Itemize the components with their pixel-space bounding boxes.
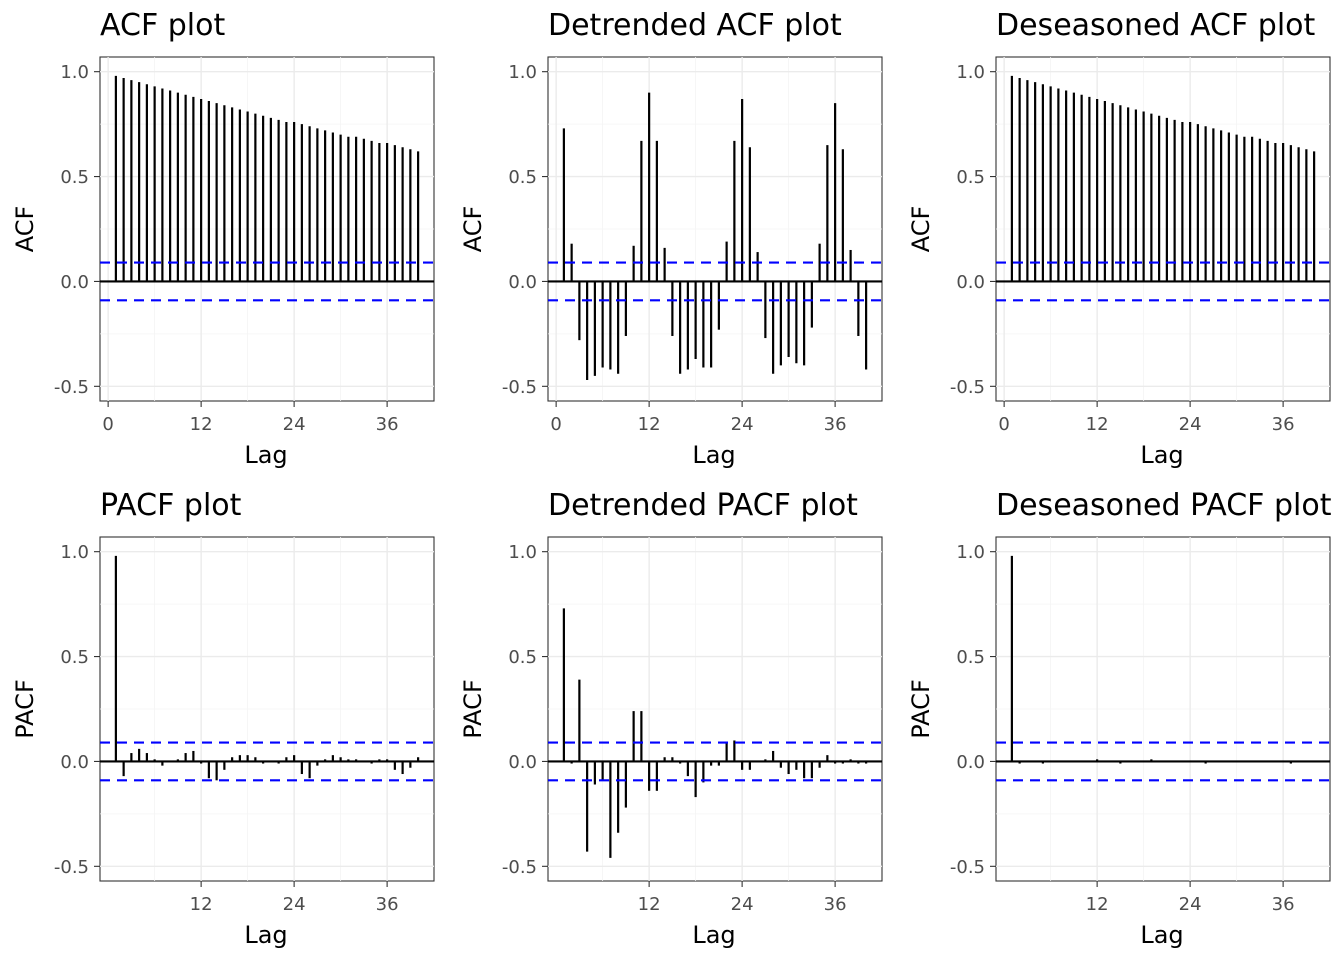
x-tick-label: 12 xyxy=(638,414,661,435)
y-tick-label: 0.0 xyxy=(60,272,89,293)
x-tick-label: 12 xyxy=(190,894,213,915)
y-tick-label: 1.0 xyxy=(508,542,537,563)
x-tick-label: 36 xyxy=(824,414,847,435)
panel-title: PACF plot xyxy=(100,488,242,523)
x-tick-label: 12 xyxy=(1086,414,1109,435)
y-tick-label: -0.5 xyxy=(54,857,89,878)
y-axis-title: ACF xyxy=(907,206,935,253)
x-tick-label: 36 xyxy=(824,894,847,915)
y-tick-label: 1.0 xyxy=(956,62,985,83)
panel-title: Deseasoned ACF plot xyxy=(996,8,1316,43)
x-tick-label: 36 xyxy=(1272,894,1295,915)
y-tick-label: -0.5 xyxy=(950,377,985,398)
x-tick-label: 24 xyxy=(1179,894,1202,915)
x-tick-label: 0 xyxy=(998,414,1009,435)
y-axis-title: ACF xyxy=(11,206,39,253)
y-axis-title: PACF xyxy=(907,679,935,739)
x-axis-title: Lag xyxy=(244,441,287,469)
panel-title: Detrended ACF plot xyxy=(548,8,842,43)
y-tick-label: 0.0 xyxy=(508,272,537,293)
panel-title: ACF plot xyxy=(100,8,225,43)
y-tick-label: 1.0 xyxy=(60,542,89,563)
x-tick-label: 12 xyxy=(190,414,213,435)
y-tick-label: 0.5 xyxy=(956,167,985,188)
x-axis-title: Lag xyxy=(1140,921,1183,949)
x-tick-label: 36 xyxy=(376,414,399,435)
panel-title: Detrended PACF plot xyxy=(548,488,858,523)
panel-detrended-acf: -0.5 0.0 0.5 1.0 0 12 24 36 Detrended ACF plot A… xyxy=(459,8,883,469)
y-axis-title: PACF xyxy=(11,679,39,739)
y-tick-label: 0.0 xyxy=(956,752,985,773)
x-tick-label: 24 xyxy=(283,894,306,915)
x-tick-label: 12 xyxy=(638,894,661,915)
x-axis-title: Lag xyxy=(692,921,735,949)
panel-acf: -0.5 0.0 0.5 1.0 0 12 24 36 ACF plot ACF Lag xyxy=(11,8,435,469)
y-tick-label: 0.0 xyxy=(956,272,985,293)
y-tick-label: 0.5 xyxy=(60,647,89,668)
y-tick-label: 1.0 xyxy=(956,542,985,563)
y-tick-label: -0.5 xyxy=(502,377,537,398)
y-axis-title: PACF xyxy=(459,679,487,739)
panel-pacf: -0.5 0.0 0.5 1.0 12 24 36 PACF plot PACF Lag xyxy=(11,488,435,949)
x-axis-title: Lag xyxy=(1140,441,1183,469)
x-tick-label: 36 xyxy=(1272,414,1295,435)
y-tick-label: -0.5 xyxy=(502,857,537,878)
y-tick-label: 0.5 xyxy=(508,167,537,188)
y-tick-label: 0.5 xyxy=(508,647,537,668)
y-tick-label: -0.5 xyxy=(54,377,89,398)
x-tick-label: 0 xyxy=(550,414,561,435)
y-tick-label: 1.0 xyxy=(60,62,89,83)
y-tick-label: 1.0 xyxy=(508,62,537,83)
y-tick-label: -0.5 xyxy=(950,857,985,878)
y-tick-label: 0.5 xyxy=(956,647,985,668)
x-tick-label: 12 xyxy=(1086,894,1109,915)
panel-title: Deseasoned PACF plot xyxy=(996,488,1332,523)
x-tick-label: 24 xyxy=(283,414,306,435)
y-tick-label: 0.0 xyxy=(508,752,537,773)
x-tick-label: 36 xyxy=(376,894,399,915)
x-tick-label: 0 xyxy=(102,414,113,435)
x-tick-label: 24 xyxy=(1179,414,1202,435)
x-axis-title: Lag xyxy=(244,921,287,949)
y-tick-label: 0.0 xyxy=(60,752,89,773)
x-tick-label: 24 xyxy=(731,414,754,435)
x-tick-label: 24 xyxy=(731,894,754,915)
panel-detrended-pacf: -0.5 0.0 0.5 1.0 12 24 36 Detrended PACF plot P… xyxy=(459,488,883,949)
y-axis-title: ACF xyxy=(459,206,487,253)
x-axis-title: Lag xyxy=(692,441,735,469)
y-tick-label: 0.5 xyxy=(60,167,89,188)
